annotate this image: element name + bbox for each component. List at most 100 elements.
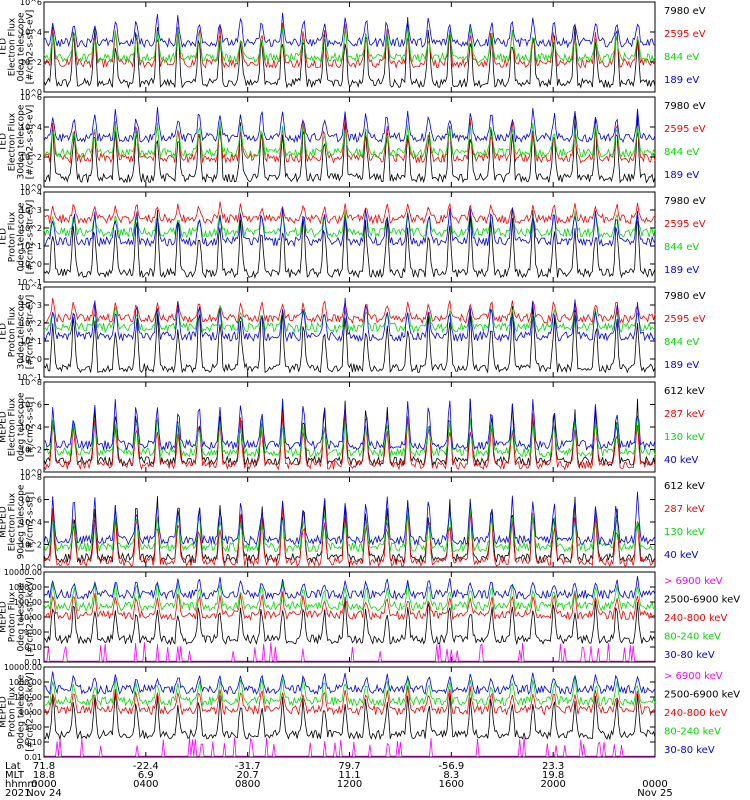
panel-2: 10^0 10^2 10^4 10^6 TED Electron Flux 30deg te… [0,93,706,192]
panel-1: 10^0 10^2 10^4 10^6 TED Electron Flux 0deg tel… [0,0,706,97]
y-axis-label-line: 90deg telescope [17,674,27,749]
y-axis-label-line: [#/cm2-s-str-keV] [26,672,36,751]
legend-label-2595-ev: 2595 eV [664,29,706,40]
y-axis-label-line: [#/cm2-s-str-eV] [26,295,36,370]
y-tick-label: 10^6 [20,93,42,102]
x-label-hhmm: 0800 [235,779,260,790]
legend-label-130-kev: 130 keV [664,432,705,443]
y-tick-label: 10^1 [20,337,42,346]
x-label-hhmm: 0000 [642,779,667,790]
legend-label-7980-ev: 7980 eV [664,291,706,302]
x-label-lat: -31.7 [235,761,261,772]
y-tick-label: 100.00 [14,693,42,702]
series-line-189-ev [43,297,656,343]
y-tick-label: 10^2 [20,541,42,550]
legend-label-130-kev: 130 keV [664,527,705,538]
x-label-hhmm: 1600 [439,779,464,790]
row-label-hhmm: hhmm [5,779,37,790]
legend-label-612-kev: 612 keV [664,481,705,492]
y-axis-label-line: [#/cm2-s-str-keV] [26,577,36,656]
legend-label-240-800-kev: 240-800 keV [664,708,728,719]
y-axis-label-line: [#/cm2-s-str-eV] [26,10,36,85]
y-axis-label-line: [#/cm2-s-str-eV] [26,105,36,180]
row-label-year: 2021 [5,788,30,799]
row-label-lat: Lat [5,761,21,772]
y-tick-label: 10^6 [20,496,42,505]
y-tick-label: 10^2 [20,446,42,455]
series-line-7980-ev [43,305,656,374]
series-line-2595-ev [43,22,656,70]
y-tick-label: 10^8 [20,473,42,482]
y-axis-label-line: Electron Flux [8,492,18,551]
y-axis-label-line: [#/cm2-s-str-eV] [26,200,36,275]
y-axis-label: MEPED Proton Flux 0deg telescope [#/cm2-s-s… [0,577,36,656]
y-axis-label-line: MEPED [0,601,9,633]
legend-label-7980-ev: 7980 eV [664,101,706,112]
y-tick-label: 0.10 [24,643,42,652]
series-line-80-240-kev [43,675,656,708]
legend-label-189-ev: 189 eV [664,75,699,86]
y-axis-label-line: Proton Flux [8,591,18,642]
series-line-240-800-kev [43,685,656,717]
y-tick-label: 10^4 [20,123,42,132]
x-label-mlt: 20.7 [237,770,259,781]
legend-label-7980-ev: 7980 eV [664,196,706,207]
series-line-80-240-kev [43,579,656,613]
legend-label-2500-6900-kev: 2500-6900 keV [664,690,740,701]
y-axis-label: MEPED Electron Flux 90deg telescope [#/cm2-… [0,484,36,559]
x-label-mlt: 11.1 [338,770,360,781]
x-label-date: Nov 25 [637,788,672,799]
y-axis-label-line: 0deg telescope [17,12,27,82]
panel-6: 10^0 10^2 10^4 10^6 10^8 MEPED Electron Flux 90… [0,473,705,572]
legend-label-80-240-kev: 80-240 keV [664,632,721,643]
x-label-hhmm: 2000 [540,779,565,790]
x-label-hhmm: 0000 [31,779,56,790]
y-tick-label: 10^2 [20,224,42,233]
legend-label-287-kev: 287 keV [664,409,705,420]
x-label-mlt: 18.8 [33,770,55,781]
y-tick-label: 10^-1 [17,278,42,287]
x-label-date: Nov 24 [26,788,61,799]
y-tick-label: 10^4 [20,423,42,432]
x-label-hhmm: 1200 [337,779,362,790]
y-axis-label-line: 0deg telescope [17,392,27,462]
y-axis-label: TED Proton Flux 0deg telescope [#/cm2-s-str… [0,200,36,275]
y-tick-label: 10^6 [20,0,42,7]
y-tick-label: 10^2 [20,58,42,67]
series-line-2595-ev [43,201,656,225]
series-line-844-ev [43,26,656,64]
series-line-612-kev [43,496,656,564]
y-tick-label: 10^4 [20,283,42,292]
y-tick-label: 10^0 [20,563,42,572]
y-tick-label: 10000.00 [4,568,42,577]
legend-label--6900-kev: > 6900 keV [664,576,723,587]
y-tick-label: 1.00 [24,723,42,732]
y-tick-label: 10^0 [20,183,42,192]
panel-8: 0.010.101.0010.00100.001000.0010000.00ME… [0,663,740,762]
legend-label-189-ev: 189 eV [664,360,699,371]
series-line-189-ev [43,12,656,49]
y-axis-label-line: TED [0,133,9,152]
y-axis-label: MEPED Electron Flux 0deg telescope [#/cm2-s… [0,392,36,462]
y-axis-label-line: Proton Flux [8,306,18,357]
legend-label-844-ev: 844 eV [664,242,699,253]
legend-label-30-80-kev: 30-80 keV [664,745,715,756]
y-axis-label-line: TED [0,228,9,247]
panel-4: 10^-1 10^0 10^1 10^2 10^3 10^4 TED Proton Flux 3… [0,283,706,382]
legend-label-7980-ev: 7980 eV [664,6,706,17]
x-label-lat: 79.7 [338,761,360,772]
y-axis-label-line: Electron Flux [8,17,18,76]
legend-label-844-ev: 844 eV [664,337,699,348]
legend-label-40-kev: 40 keV [664,550,698,561]
series-line-7980-ev [43,209,656,279]
panel-frame [43,1,656,93]
y-tick-label: 10^3 [20,206,42,215]
legend-label-287-kev: 287 keV [664,504,705,515]
y-axis-label-line: 0deg telescope [17,582,27,652]
series-line-40-kev [43,491,656,546]
y-axis-label: TED Electron Flux 0deg telescope [#/cm2-s-s… [0,10,36,85]
y-axis-label-line: MEPED [0,506,9,538]
legend-label-189-ev: 189 eV [664,170,699,181]
